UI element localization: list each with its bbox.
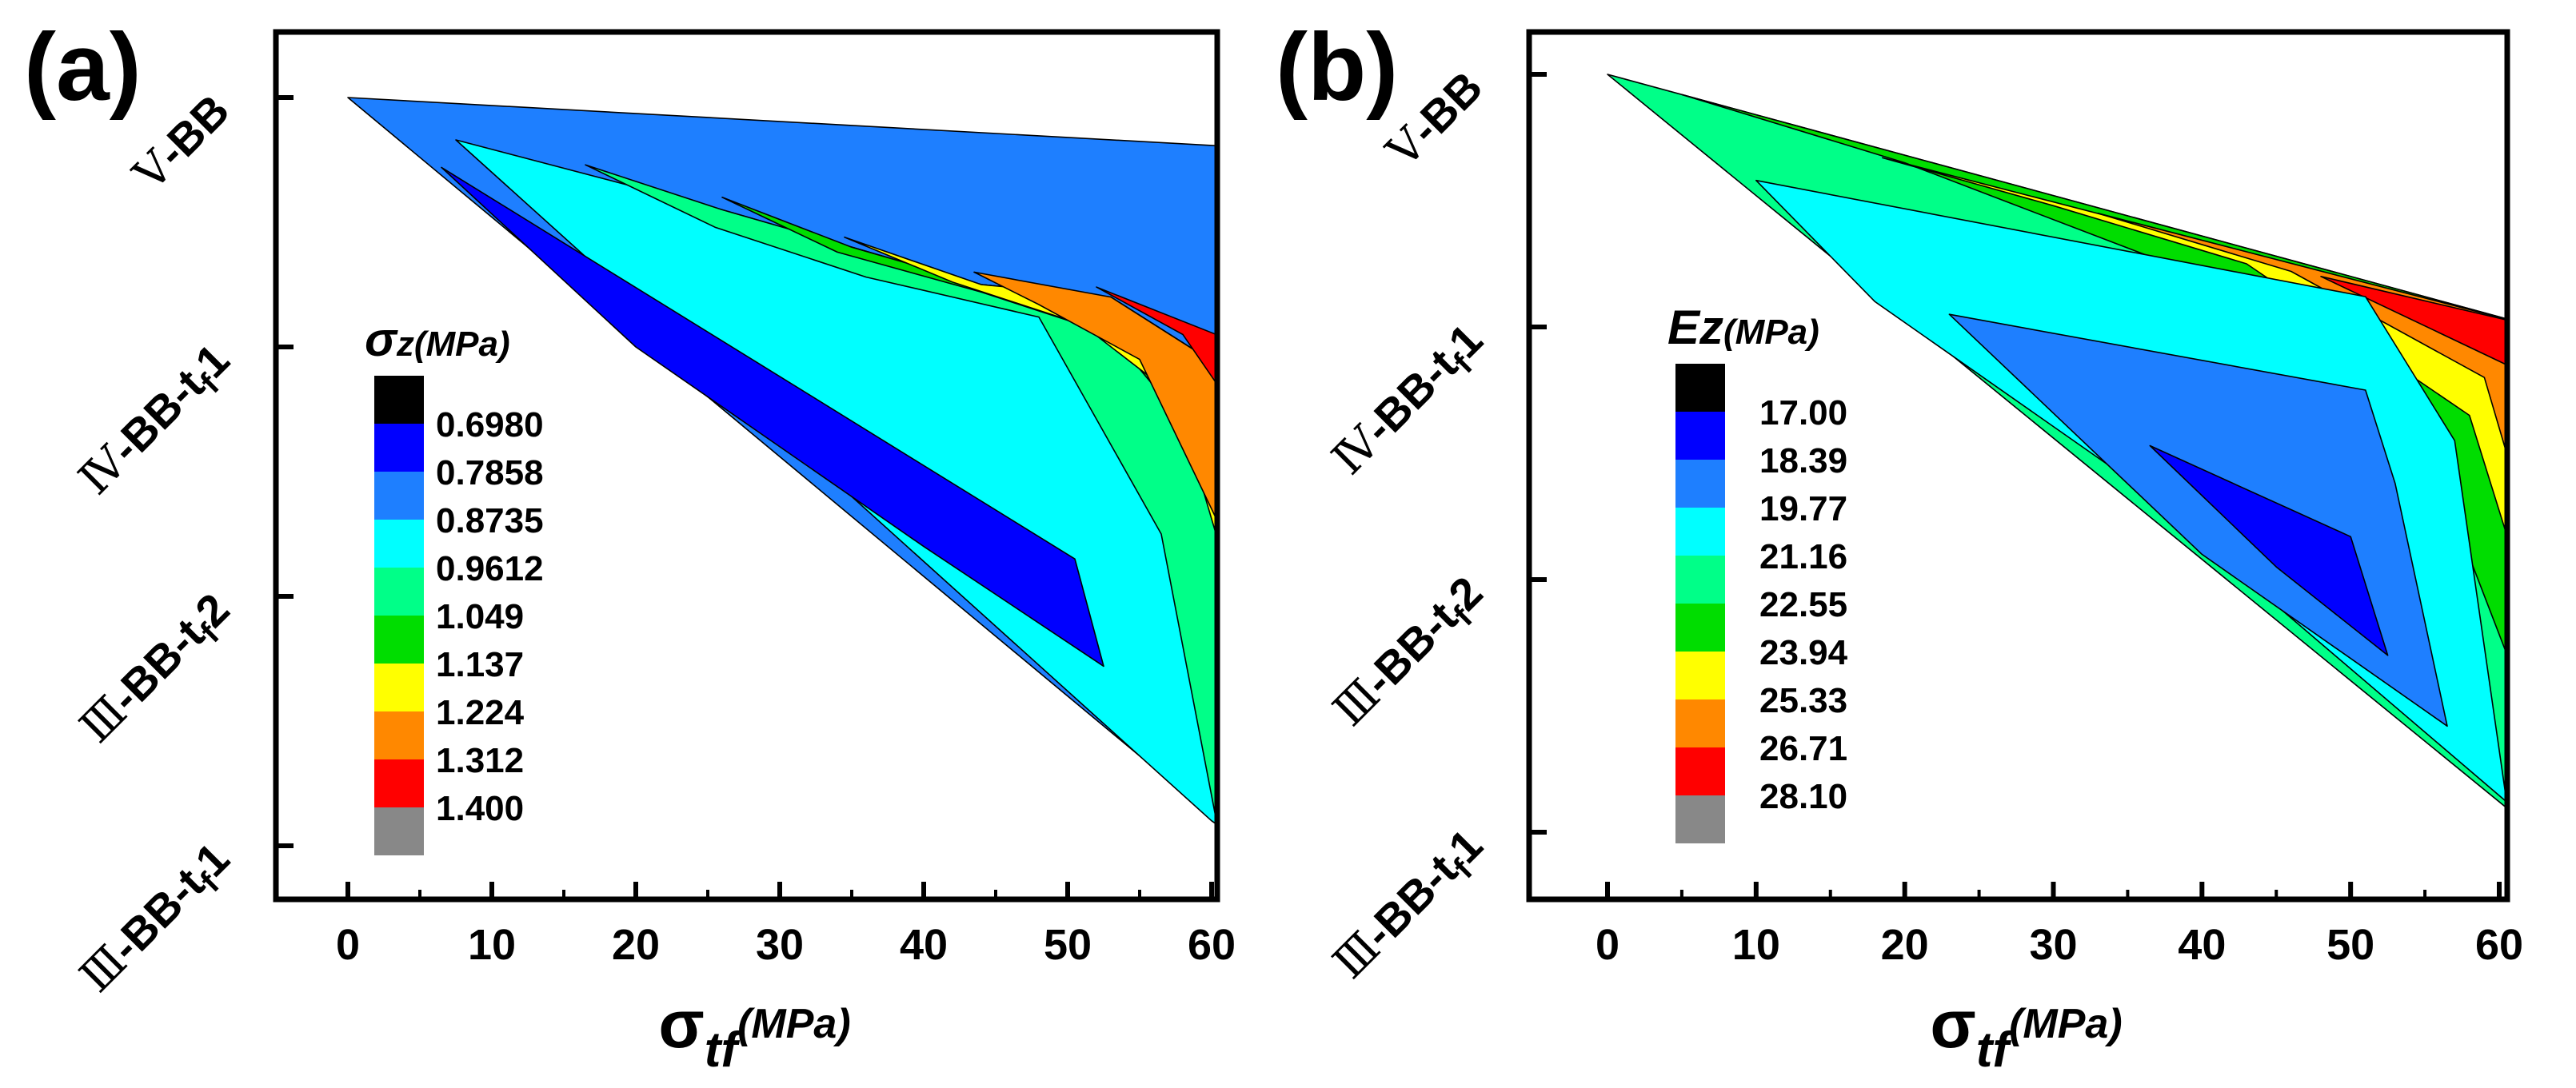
legend-level-label: 1.049 bbox=[436, 597, 524, 636]
legend-level-label: 18.39 bbox=[1759, 441, 1847, 480]
legend-level-label: 0.7858 bbox=[436, 453, 544, 492]
legend-swatch bbox=[374, 376, 424, 424]
contour-bands bbox=[347, 97, 1217, 829]
legend-swatch bbox=[374, 472, 424, 520]
contour-band-7 bbox=[2149, 444, 2389, 656]
x-tick-label: 60 bbox=[1188, 921, 1236, 969]
x-tick-label: 0 bbox=[1596, 921, 1619, 969]
legend-swatch bbox=[1675, 556, 1725, 604]
x-axis-title: σtf(MPa) bbox=[658, 986, 850, 1078]
legend-swatch bbox=[1675, 460, 1725, 508]
legend-swatch bbox=[374, 807, 424, 855]
legend-level-label: 0.8735 bbox=[436, 501, 544, 540]
legend-swatch bbox=[374, 664, 424, 711]
legend-swatch bbox=[1675, 795, 1725, 843]
y-category-label: Ⅲ-BB-tf1 bbox=[70, 833, 244, 1006]
x-tick-label: 50 bbox=[2326, 921, 2374, 969]
contour-bands bbox=[1607, 74, 2507, 810]
legend-swatch bbox=[1675, 412, 1725, 460]
legend-level-label: 17.00 bbox=[1759, 393, 1847, 432]
legend-swatch bbox=[1675, 604, 1725, 652]
x-tick-label: 50 bbox=[1044, 921, 1092, 969]
x-axis-title: σtf(MPa) bbox=[1930, 986, 2122, 1078]
plot-frame bbox=[1526, 29, 2510, 903]
color-legend: Ez(MPa) 17.00 18.39 19.77 21.16 22.55 23.94 25.… bbox=[1667, 301, 1848, 843]
legend-swatch bbox=[374, 424, 424, 472]
legend-swatch bbox=[374, 711, 424, 759]
panel-label: (a) bbox=[24, 14, 142, 121]
x-tick-label: 30 bbox=[2029, 921, 2077, 969]
chart-panel-a: 0 10 20 30 40 50 60Ⅴ-BBⅣ-BB-tf1Ⅲ-BB-tf2Ⅲ-BB-tf… bbox=[24, 14, 1236, 1078]
plot-frame bbox=[273, 29, 1220, 903]
legend-swatch bbox=[1675, 699, 1725, 747]
legend-level-label: 25.33 bbox=[1759, 681, 1847, 720]
color-legend: σz(MPa) 0.6980 0.7858 0.8735 0.9612 1.049 1.13… bbox=[365, 313, 544, 855]
legend-title: σz(MPa) bbox=[365, 313, 510, 366]
legend-level-label: 1.312 bbox=[436, 741, 524, 780]
legend-level-label: 1.137 bbox=[436, 645, 524, 684]
y-category-label: Ⅲ-BB-tf2 bbox=[1324, 567, 1497, 740]
legend-swatch bbox=[374, 520, 424, 568]
legend-level-label: 22.55 bbox=[1759, 585, 1847, 624]
y-category-label: Ⅲ-BB-tf2 bbox=[70, 584, 244, 757]
y-category-label: Ⅲ-BB-tf1 bbox=[1324, 819, 1497, 993]
x-tick-label: 0 bbox=[336, 921, 360, 969]
legend-swatch bbox=[374, 616, 424, 664]
contour-band-4 bbox=[2320, 275, 2507, 369]
x-tick-label: 10 bbox=[1732, 921, 1780, 969]
legend-title: Ez(MPa) bbox=[1667, 301, 1819, 354]
contour-band-7 bbox=[441, 166, 1104, 668]
contour-band-6 bbox=[1948, 313, 2448, 727]
x-tick-label: 20 bbox=[1881, 921, 1929, 969]
legend-swatch bbox=[1675, 747, 1725, 795]
legend-level-label: 26.71 bbox=[1759, 729, 1847, 768]
legend-level-label: 28.10 bbox=[1759, 777, 1847, 816]
contour-band-5 bbox=[973, 271, 1217, 523]
x-tick-label: 40 bbox=[2178, 921, 2226, 969]
legend-swatch bbox=[1675, 364, 1725, 412]
panel-label: (b) bbox=[1276, 14, 1398, 121]
legend-level-label: 23.94 bbox=[1759, 633, 1848, 672]
legend-level-label: 0.9612 bbox=[436, 549, 544, 588]
x-tick-label: 30 bbox=[756, 921, 804, 969]
legend-swatch bbox=[374, 568, 424, 616]
y-category-label: Ⅳ-BB-tf1 bbox=[69, 334, 244, 509]
legend-level-label: 19.77 bbox=[1759, 489, 1847, 528]
legend-swatch bbox=[374, 759, 424, 807]
x-tick-label: 20 bbox=[612, 921, 660, 969]
legend-swatch bbox=[1675, 508, 1725, 556]
x-tick-label: 10 bbox=[468, 921, 516, 969]
legend-level-label: 21.16 bbox=[1759, 537, 1847, 576]
legend-level-label: 1.224 bbox=[436, 693, 525, 732]
legend-swatch bbox=[1675, 652, 1725, 699]
x-tick-label: 40 bbox=[900, 921, 948, 969]
contour-band-6 bbox=[1096, 286, 1217, 386]
legend-level-label: 0.6980 bbox=[436, 405, 544, 444]
chart-panel-b: 0 10 20 30 40 50 60Ⅴ-BBⅣ-BB-tf1Ⅲ-BB-tf2Ⅲ-BB-tf… bbox=[1276, 14, 2523, 1078]
x-tick-label: 60 bbox=[2475, 921, 2523, 969]
legend-level-label: 1.400 bbox=[436, 789, 524, 828]
y-category-label: Ⅳ-BB-tf1 bbox=[1322, 314, 1497, 489]
contour-band-3 bbox=[2097, 212, 2507, 458]
